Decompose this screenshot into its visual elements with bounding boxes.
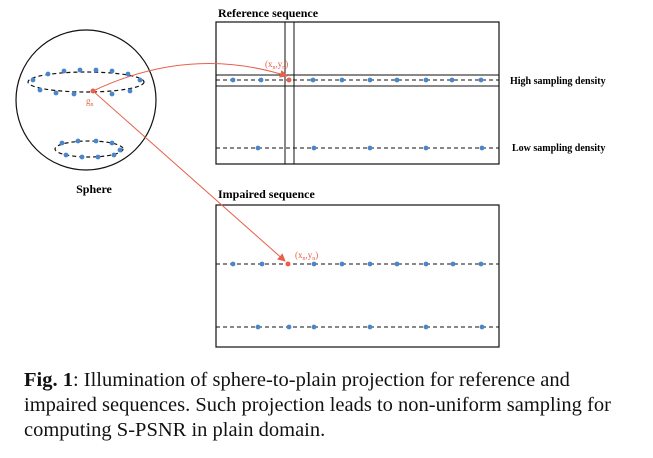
impaired-title: Impaired sequence: [218, 187, 315, 201]
sample-point: [137, 77, 143, 83]
sample-point: [255, 145, 261, 151]
sample-point: [79, 154, 85, 160]
sphere-sample-points: [30, 67, 143, 160]
sphere-label: Sphere: [76, 182, 112, 196]
sample-point: [450, 261, 456, 267]
figure-caption: Fig. 1: Illumination of sphere-to-plain …: [24, 368, 624, 443]
sample-point: [423, 324, 429, 330]
sample-point: [286, 324, 292, 330]
sample-point: [117, 147, 123, 153]
sample-point: [367, 261, 373, 267]
low-density-label: Low sampling density: [512, 143, 605, 154]
sample-point: [230, 261, 236, 267]
sample-point: [45, 71, 51, 77]
reference-frame: (xn,yn): [215, 21, 500, 165]
sample-point: [479, 145, 485, 151]
sphere-lower-latitude: [54, 140, 124, 158]
sample-point: [63, 152, 69, 158]
projection-arrow-reference: [92, 63, 288, 92]
sample-point: [109, 140, 115, 146]
sample-point: [339, 261, 345, 267]
sphere: gn Sphere: [15, 29, 157, 196]
sphere-point-label: gn: [86, 96, 94, 108]
sample-point: [310, 77, 316, 83]
sample-point: [127, 88, 133, 94]
figure-diagram: gn Sphere Reference sequence (xn,yn) Hig…: [15, 6, 606, 348]
sample-point: [255, 324, 261, 330]
reference-sample-points: [230, 77, 485, 151]
sample-point: [423, 77, 429, 83]
sample-point: [423, 145, 429, 151]
sample-point: [75, 138, 81, 144]
sample-point: [125, 71, 131, 77]
sample-point: [93, 67, 99, 73]
reference-highlight-point: [286, 77, 292, 83]
reference-title: Reference sequence: [218, 6, 319, 20]
sample-point: [367, 145, 373, 151]
sample-point: [367, 324, 373, 330]
sample-point: [339, 77, 345, 83]
impaired-point-label: (xn,yn): [295, 250, 318, 262]
high-density-label: High sampling density: [510, 76, 606, 87]
sample-point: [93, 138, 99, 144]
projection-arrow-impaired: [92, 90, 286, 262]
reference-point-label: (xn,yn): [265, 59, 288, 71]
sample-point: [367, 77, 373, 83]
sample-point: [230, 77, 236, 83]
sample-point: [259, 261, 265, 267]
sample-point: [394, 261, 400, 267]
sample-point: [109, 68, 115, 74]
impaired-sample-points: [230, 261, 485, 330]
sample-point: [394, 77, 400, 83]
sample-point: [478, 77, 484, 83]
sample-point: [311, 261, 317, 267]
sample-point: [423, 261, 429, 267]
sample-point: [311, 145, 317, 151]
sample-point: [53, 90, 59, 96]
sample-point: [111, 152, 117, 158]
sample-point: [479, 324, 485, 330]
sample-point: [37, 87, 43, 93]
sample-point: [71, 91, 77, 97]
sample-point: [30, 77, 36, 83]
sample-point: [258, 77, 264, 83]
impaired-highlight-point: [285, 261, 291, 267]
sample-point: [59, 140, 65, 146]
caption-text: : Illumination of sphere-to-plain projec…: [24, 369, 611, 441]
caption-label: Fig. 1: [24, 369, 73, 391]
sample-point: [95, 154, 101, 160]
impaired-frame: (xn,yn): [215, 204, 500, 348]
sample-point: [109, 91, 115, 97]
sample-point: [61, 68, 67, 74]
sample-point: [77, 67, 83, 73]
sample-point: [311, 324, 317, 330]
sample-point: [449, 77, 455, 83]
sample-point: [478, 261, 484, 267]
sphere-upper-latitude: [27, 71, 145, 93]
